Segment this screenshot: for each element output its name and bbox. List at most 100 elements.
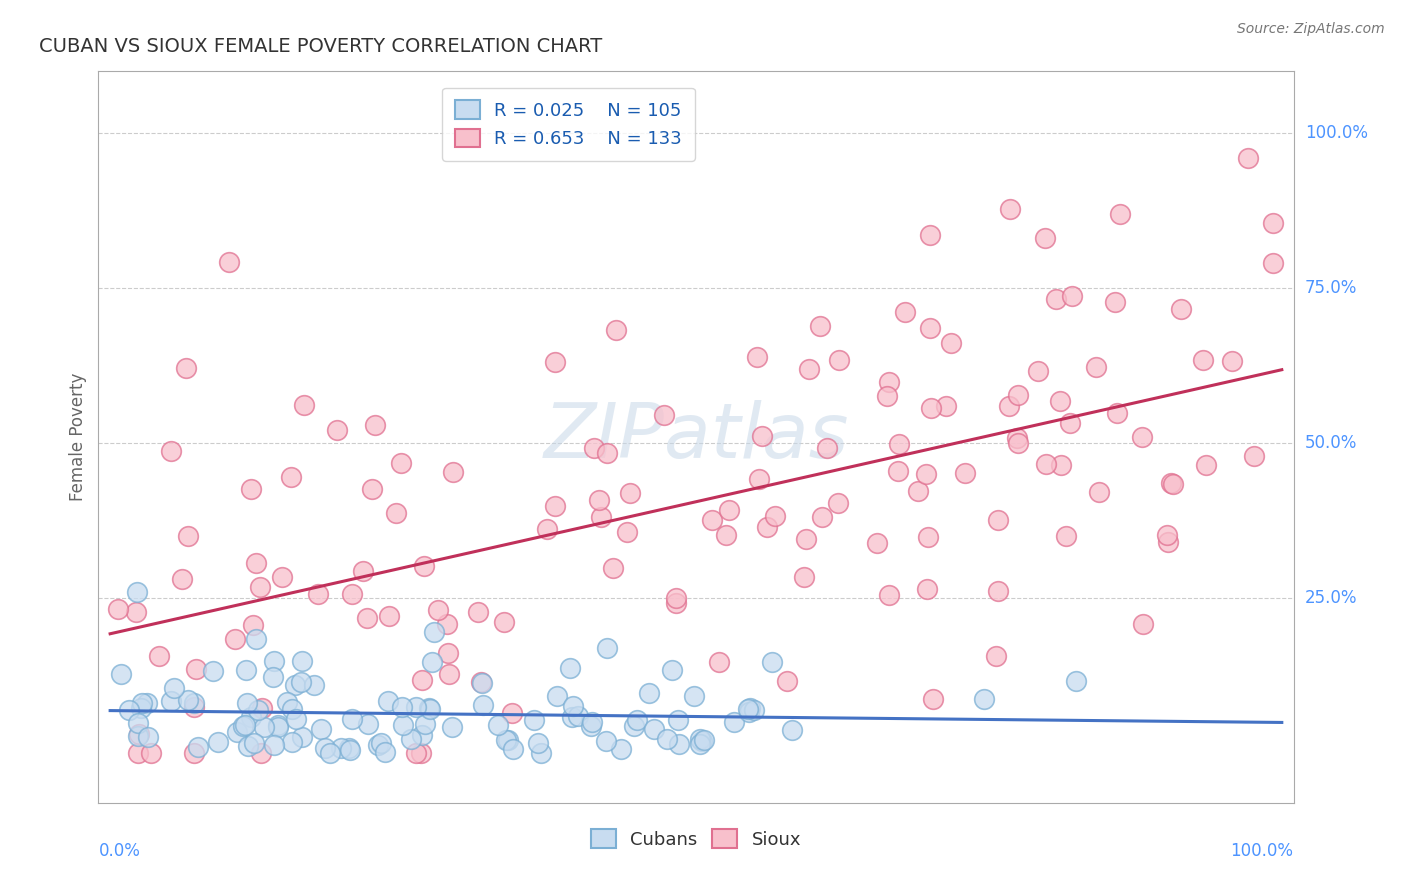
Point <box>561 709 583 723</box>
Point <box>747 350 769 364</box>
Point <box>1220 354 1243 368</box>
Y-axis label: Female Poverty: Female Poverty <box>69 373 87 501</box>
Point <box>502 742 524 756</box>
Point <box>623 719 645 733</box>
Point <box>370 736 392 750</box>
Point <box>1237 151 1260 165</box>
Point <box>581 714 603 729</box>
Point <box>780 723 803 738</box>
Point <box>1064 673 1087 688</box>
Point <box>616 524 638 539</box>
Point <box>136 731 159 745</box>
Point <box>683 689 706 703</box>
Point <box>567 709 589 723</box>
Point <box>740 701 762 715</box>
Point <box>998 202 1021 216</box>
Point <box>811 510 834 524</box>
Point <box>953 466 976 480</box>
Point <box>267 720 290 734</box>
Point <box>998 400 1021 414</box>
Point <box>245 632 267 646</box>
Point <box>127 585 149 599</box>
Point <box>1005 431 1028 445</box>
Point <box>110 666 132 681</box>
Point <box>148 649 170 664</box>
Point <box>1107 407 1129 421</box>
Point <box>467 605 489 619</box>
Text: 25.0%: 25.0% <box>1305 590 1357 607</box>
Point <box>437 666 460 681</box>
Point <box>267 717 290 731</box>
Point <box>643 723 665 737</box>
Point <box>1170 302 1192 317</box>
Point <box>367 738 389 752</box>
Point <box>270 570 292 584</box>
Point <box>920 401 942 416</box>
Point <box>666 713 689 727</box>
Point <box>761 655 783 669</box>
Point <box>610 741 633 756</box>
Point <box>284 678 307 692</box>
Point <box>1156 527 1178 541</box>
Point <box>495 732 517 747</box>
Point <box>973 692 995 706</box>
Point <box>723 714 745 729</box>
Point <box>177 529 200 543</box>
Point <box>250 746 273 760</box>
Point <box>1132 616 1154 631</box>
Point <box>665 597 688 611</box>
Point <box>1130 430 1153 444</box>
Point <box>984 648 1007 663</box>
Point <box>1007 388 1029 402</box>
Point <box>249 580 271 594</box>
Point <box>238 739 260 754</box>
Point <box>127 746 149 760</box>
Point <box>828 352 851 367</box>
Point <box>262 670 284 684</box>
Point <box>907 483 929 498</box>
Point <box>652 409 675 423</box>
Point <box>280 470 302 484</box>
Point <box>224 632 246 646</box>
Point <box>1054 528 1077 542</box>
Point <box>530 746 553 760</box>
Point <box>815 441 838 455</box>
Point <box>1243 449 1265 463</box>
Point <box>748 472 770 486</box>
Point <box>595 641 617 656</box>
Point <box>419 702 441 716</box>
Point <box>405 746 427 760</box>
Point <box>742 703 765 717</box>
Point <box>668 737 690 751</box>
Point <box>918 227 941 242</box>
Point <box>436 616 458 631</box>
Point <box>253 720 276 734</box>
Point <box>1195 458 1218 472</box>
Point <box>263 654 285 668</box>
Point <box>385 506 408 520</box>
Point <box>596 446 619 460</box>
Point <box>276 695 298 709</box>
Point <box>441 465 464 479</box>
Point <box>411 728 433 742</box>
Point <box>492 615 515 629</box>
Point <box>184 661 207 675</box>
Point <box>236 696 259 710</box>
Point <box>160 694 183 708</box>
Point <box>339 740 361 755</box>
Point <box>1160 476 1182 491</box>
Point <box>793 570 815 584</box>
Point <box>413 558 436 573</box>
Point <box>1026 364 1049 378</box>
Point <box>314 741 336 756</box>
Point <box>1049 394 1071 409</box>
Point <box>183 746 205 760</box>
Point <box>263 739 285 753</box>
Point <box>127 729 149 743</box>
Point <box>284 712 307 726</box>
Point <box>1007 436 1029 450</box>
Point <box>128 727 150 741</box>
Point <box>471 698 494 712</box>
Legend: Cubans, Sioux: Cubans, Sioux <box>583 822 808 856</box>
Point <box>426 603 449 617</box>
